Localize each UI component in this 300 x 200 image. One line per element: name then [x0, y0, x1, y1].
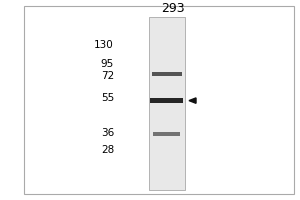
Polygon shape [189, 98, 196, 103]
Text: 28: 28 [101, 145, 114, 155]
Text: 72: 72 [101, 71, 114, 81]
Bar [150, 98, 183, 103]
Text: 36: 36 [101, 128, 114, 138]
Bar [152, 72, 182, 76]
FancyBboxPatch shape [24, 6, 294, 194]
Text: 55: 55 [101, 93, 114, 103]
Text: 95: 95 [101, 59, 114, 69]
Text: 130: 130 [94, 40, 114, 50]
Text: 293: 293 [161, 2, 184, 16]
Bar [153, 132, 180, 136]
FancyBboxPatch shape [148, 17, 184, 190]
